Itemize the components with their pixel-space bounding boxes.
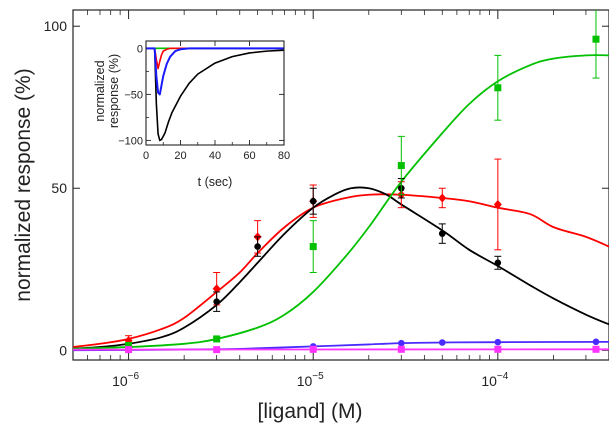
data-point-series-2: [125, 341, 133, 349]
data-point-series-2: [397, 162, 405, 170]
inset-x-tick-label: 20: [174, 150, 186, 162]
x-tick-label: 10−4: [481, 371, 508, 389]
fit-curve-series-2: [73, 54, 609, 350]
data-point-series-2: [592, 35, 600, 43]
data-point-series-1: [438, 230, 446, 237]
main-plot-frame: [72, 9, 609, 361]
data-point-series-4: [213, 346, 221, 354]
data-point-series-2: [494, 84, 502, 92]
data-point-series-2: [309, 243, 317, 251]
data-point-series-4: [125, 346, 133, 354]
y-axis-label: normalized response (%): [12, 68, 35, 301]
data-point-series-2: [213, 335, 221, 343]
inset-x-label: t (sec): [198, 175, 233, 189]
data-point-series-3: [592, 338, 600, 346]
y-tick-label: 0: [59, 342, 67, 358]
y-tick-label: 100: [44, 18, 68, 34]
main-plot: 0 50 100 10−6 10−5 10−4: [44, 10, 609, 389]
inset-y-tick-label: −100: [118, 135, 143, 147]
data-point-series-0: [212, 284, 221, 294]
data-point-series-1: [309, 197, 317, 205]
fit-curve-series-0: [73, 193, 609, 348]
y-tick-label: 50: [51, 180, 67, 196]
data-point-series-1: [494, 259, 502, 267]
inset-y-label-line1: normalized: [93, 60, 107, 121]
inset-y-tick-label: 0: [137, 43, 143, 55]
fit-curve-series-1: [73, 186, 609, 350]
data-point-series-4: [397, 345, 405, 353]
inset-x-tick-label: 60: [243, 150, 255, 162]
x-tick-label: 10−6: [112, 371, 139, 389]
inset-trace-series-3: [146, 47, 284, 96]
inset-y-tick-label: −50: [124, 89, 143, 101]
data-point-series-3: [438, 339, 446, 346]
data-point-series-0: [438, 193, 447, 203]
inset-frame: [145, 40, 285, 146]
data-point-series-1: [213, 298, 220, 305]
data-point-series-4: [309, 345, 317, 353]
data-point-series-1: [254, 243, 261, 250]
data-point-series-4: [494, 345, 502, 353]
inset-x-tick-label: 40: [209, 150, 221, 162]
inset-trace-series-2: [146, 47, 284, 142]
inset-y-label-line2: response (%): [107, 54, 121, 128]
data-point-series-0: [493, 199, 502, 209]
data-point-series-4: [592, 345, 600, 353]
inset-x-tick-label: 0: [143, 150, 149, 162]
x-axis-label: [ligand] (M): [257, 400, 362, 423]
data-point-series-3: [398, 339, 405, 347]
data-point-series-3: [494, 338, 502, 346]
x-tick-label: 10−5: [297, 371, 324, 389]
inset-x-tick-label: 80: [278, 150, 290, 162]
